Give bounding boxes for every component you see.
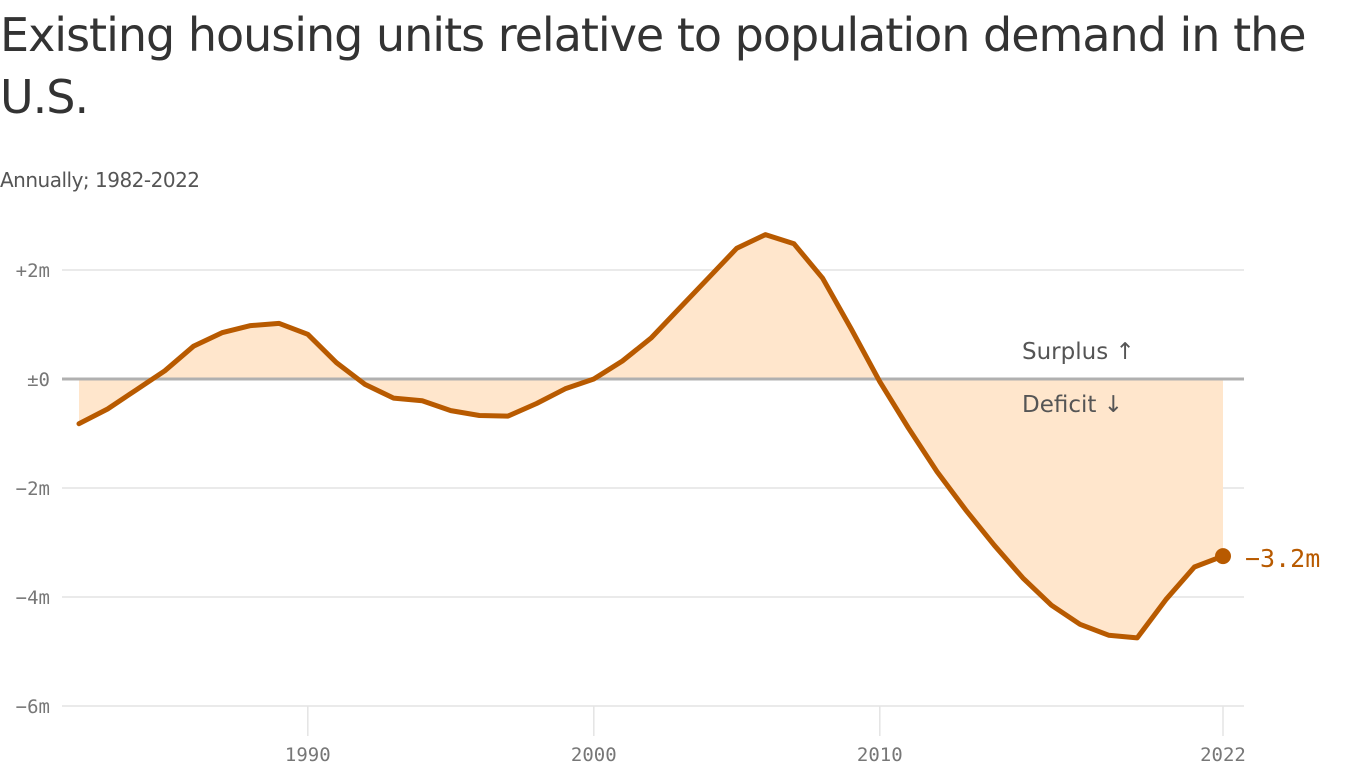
y-tick-label-1: ±0	[27, 369, 50, 391]
x-tick-label-3: 2022	[1200, 744, 1246, 766]
deficit-label: Deficit ↓	[1022, 392, 1123, 418]
y-axis-ticks: +2m ±0 −2m −4m −6m	[16, 260, 50, 718]
x-tick-label-2: 2010	[857, 744, 903, 766]
y-tick-label-2: −2m	[16, 478, 50, 500]
y-tick-label-0: +2m	[16, 260, 50, 282]
deficit-surplus-area	[79, 234, 1223, 638]
x-tick-label-1: 2000	[571, 744, 617, 766]
y-tick-label-3: −4m	[16, 587, 50, 609]
x-tick-label-0: 1990	[285, 744, 331, 766]
end-value-label: −3.2m	[1245, 544, 1320, 573]
x-axis-ticks: 1990 2000 2010 2022	[285, 706, 1246, 766]
end-point-marker	[1215, 548, 1231, 565]
y-tick-label-4: −6m	[16, 696, 50, 718]
series-line	[76, 232, 1226, 641]
chart-subtitle: Annually; 1982-2022	[0, 168, 200, 192]
surplus-label: Surplus ↑	[1022, 339, 1135, 365]
chart-title: Existing housing units relative to popul…	[0, 8, 1307, 124]
